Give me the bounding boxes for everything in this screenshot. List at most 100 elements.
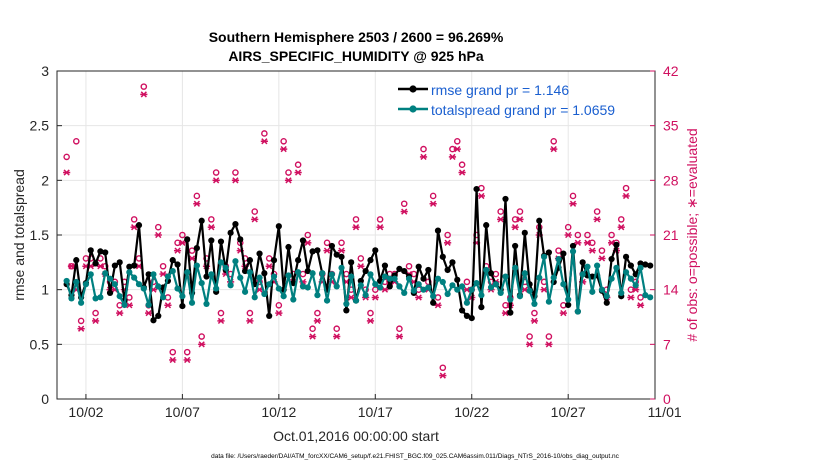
y-axis-left: 0 0.5 1 1.5 2 2.5 3 — [30, 63, 62, 407]
totalspread-point — [155, 283, 162, 290]
rmse-point — [381, 262, 389, 269]
totalspread-point — [222, 264, 229, 271]
rmse-point — [285, 243, 292, 251]
obs-evaluated-point — [251, 216, 259, 223]
obs-evaluated-point — [116, 309, 124, 317]
obs-possible-point — [338, 239, 345, 247]
legend-rmse-marker — [409, 85, 417, 93]
legend-spread-marker — [409, 105, 417, 113]
rmse-point — [106, 289, 114, 297]
rmse-point — [357, 277, 364, 285]
obs-possible-point — [72, 137, 80, 145]
obs-evaluated-point — [530, 317, 539, 325]
obs-possible-point — [545, 333, 553, 340]
totalspread-point — [217, 259, 225, 266]
obs-possible-point — [285, 169, 292, 176]
obs-evaluated-point — [559, 309, 567, 317]
totalspread-point — [647, 294, 654, 301]
rmse-point — [217, 238, 225, 245]
y-axis-right-label: # of obs: o=possible; ∗=evaluated — [684, 128, 700, 341]
obs-possible-point — [593, 208, 601, 215]
obs-possible-point — [367, 309, 374, 317]
obs-evaluated-point — [511, 224, 519, 231]
obs-possible-point — [637, 294, 644, 301]
obs-evaluated-point — [212, 177, 220, 184]
legend-rmse-label: rmse grand pr = 1.146 — [431, 82, 569, 98]
totalspread-point — [594, 262, 601, 269]
obs-evaluated-point — [395, 333, 404, 340]
obs-evaluated-point — [550, 145, 558, 153]
rmse-point — [126, 263, 133, 270]
rmse-point — [603, 299, 610, 306]
totalspread-point — [126, 269, 133, 276]
y-right-tick-label: 21 — [663, 227, 679, 243]
totalspread-point — [227, 282, 234, 289]
rmse-point — [314, 247, 321, 254]
totalspread-point — [377, 284, 384, 291]
rmse-point — [328, 242, 335, 250]
obs-count-markers — [63, 83, 645, 379]
y-left-tick-label: 2 — [41, 172, 49, 188]
obs-evaluated-point — [337, 247, 346, 254]
rmse-point — [92, 260, 99, 267]
obs-possible-point — [77, 317, 85, 325]
totalspread-point — [439, 278, 446, 286]
rmse-point — [502, 195, 509, 203]
totalspread-point — [237, 274, 244, 281]
obs-evaluated-point — [593, 216, 601, 223]
totalspread-point — [63, 277, 70, 285]
obs-possible-point — [405, 262, 413, 270]
obs-evaluated-point — [540, 286, 548, 293]
rmse-point — [372, 247, 379, 254]
totalspread-point — [232, 258, 239, 265]
obs-evaluated-point — [207, 224, 215, 231]
obs-evaluated-point — [173, 247, 182, 254]
rmse-point — [560, 250, 567, 257]
rmse-point — [299, 237, 307, 244]
rmse-point — [237, 236, 244, 243]
totalspread-point — [150, 271, 157, 278]
rmse-point — [415, 263, 422, 270]
obs-evaluated-point — [193, 200, 201, 207]
rmse-point — [473, 185, 480, 193]
rmse-point — [449, 259, 456, 266]
obs-evaluated-point — [574, 239, 582, 246]
obs-possible-point — [159, 262, 167, 270]
rmse-point — [396, 265, 403, 272]
rmse-point — [425, 266, 432, 274]
totalspread-point — [82, 281, 90, 288]
obs-evaluated-point — [159, 270, 167, 278]
totalspread-point — [434, 275, 442, 282]
x-axis-label: Oct.01,2016 00:00:00 start — [273, 428, 439, 444]
totalspread-point — [463, 299, 471, 306]
totalspread-point — [362, 292, 369, 299]
totalspread-point — [627, 275, 634, 282]
rmse-point — [150, 317, 157, 324]
obs-possible-point — [420, 145, 427, 153]
rmse-point — [338, 253, 345, 260]
obs-possible-point — [63, 153, 70, 161]
obs-possible-point — [550, 137, 558, 145]
obs-evaluated-point — [260, 138, 268, 145]
rmse-point — [613, 241, 620, 248]
rmse-point — [545, 249, 553, 256]
rmse-point — [111, 262, 118, 269]
totalspread-point — [608, 275, 615, 282]
totalspread-point — [213, 285, 220, 292]
totalspread-point — [483, 266, 490, 274]
obs-possible-point — [458, 161, 466, 169]
obs-possible-point — [453, 137, 461, 145]
rmse-point — [266, 312, 273, 320]
obs-evaluated-point — [217, 317, 225, 325]
totalspread-point — [246, 269, 254, 276]
totalspread-point — [290, 296, 297, 303]
obs-evaluated-point — [333, 333, 341, 340]
obs-evaluated-point — [415, 294, 423, 301]
totalspread-point — [396, 283, 403, 290]
obs-evaluated-point — [569, 200, 577, 207]
totalspread-point — [401, 289, 408, 297]
totalspread-point — [68, 295, 75, 302]
obs-possible-point — [352, 216, 360, 223]
totalspread-point — [526, 287, 533, 294]
obs-evaluated-point — [77, 325, 85, 332]
